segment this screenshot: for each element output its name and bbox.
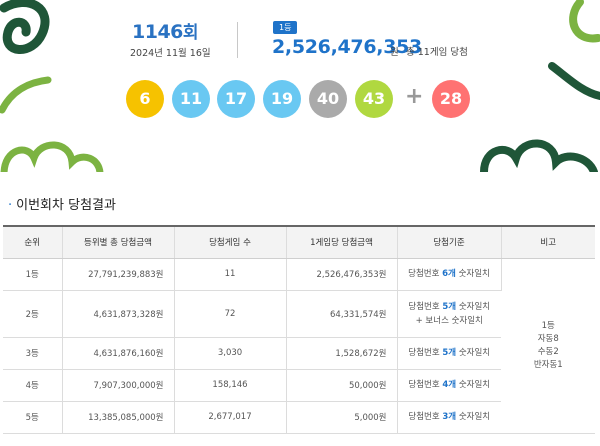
row-rank: 5등 (3, 401, 63, 434)
table-row: 4등 7,907,300,000원 158,146 50,000원 당첨번호 4… (3, 369, 595, 402)
table-row: 1등 27,791,239,883원 11 2,526,476,353원 당첨번… (3, 258, 595, 434)
criteria-suffix: 숫자일치 (456, 412, 491, 422)
criteria-count: 6개 (442, 269, 456, 279)
winning-ball-3: 17 (217, 80, 255, 118)
header-divider (237, 22, 238, 58)
row-per-game: 2,526,476,353원 (286, 258, 398, 291)
criteria-count: 5개 (442, 301, 457, 312)
criteria-suffix: 숫자일치 (456, 348, 491, 358)
row-per-game: 64,331,574원 (286, 290, 398, 338)
first-prize-winners: 총 11게임 당첨 (406, 47, 468, 58)
decor-right-dark-green-cloud-icon (480, 139, 598, 172)
criteria-suffix: 숫자일치 (456, 301, 491, 312)
table-row: 5등 13,385,085,000원 2,677,017 5,000원 당첨번호… (3, 401, 595, 434)
draw-date: 2024년 11월 16일 (130, 48, 211, 59)
row-total: 27,791,239,883원 (62, 258, 175, 291)
row-games: 3,030 (174, 337, 287, 370)
section-title-text: 이번회차 당첨결과 (16, 198, 116, 213)
row-criteria: 당첨번호 6개 숫자일치 (397, 258, 502, 291)
first-prize-unit: 원 (390, 47, 399, 58)
row-per-game: 1,528,672원 (286, 337, 398, 370)
draw-number-suffix: 회 (182, 23, 199, 43)
criteria-count: 5개 (442, 348, 457, 358)
winning-ball-4: 19 (263, 80, 301, 118)
decor-dark-green-swirl-icon (0, 0, 50, 54)
table-header-row: 순위 등위별 총 당첨금액 당첨게임 수 1게임당 당첨금액 당첨기준 비고 (3, 225, 595, 259)
draw-number: 1146회 (132, 18, 199, 43)
note-line: 수동2 (537, 346, 559, 357)
header-per-game-amount: 1게임당 당첨금액 (286, 225, 398, 259)
table-row: 2등 4,631,873,328원 72 64,331,574원 당첨번호 5개… (3, 290, 595, 338)
header-criteria: 당첨기준 (397, 225, 502, 259)
section-bullet-icon: · (8, 198, 13, 213)
bonus-ball: 28 (432, 80, 470, 118)
row-note: 1등 자동8 수동2 반자동1 (501, 258, 595, 434)
note-line: 자동8 (537, 333, 559, 344)
row-per-game: 50,000원 (286, 369, 398, 402)
first-prize-amount: 2,526,476,353 (272, 36, 422, 58)
row-total: 13,385,085,000원 (62, 401, 175, 434)
winning-ball-1: 6 (126, 80, 164, 118)
criteria-suffix: 숫자일치 (456, 380, 491, 390)
row-total: 4,631,873,328원 (62, 290, 175, 338)
row-rank: 2등 (3, 290, 63, 338)
note-line: 반자동1 (533, 359, 563, 370)
row-rank: 3등 (3, 337, 63, 370)
row-criteria: 당첨번호 4개 숫자일치 (397, 369, 501, 402)
row-rank: 1등 (3, 258, 63, 291)
criteria-prefix: 당첨번호 (408, 412, 443, 422)
decor-green-curve-icon (0, 76, 52, 114)
header-game-count: 당첨게임 수 (174, 225, 287, 259)
decor-right-green-loop-icon (569, 0, 600, 43)
criteria-suffix: 숫자일치 (455, 269, 490, 279)
draw-number-value: 1146 (132, 21, 183, 43)
row-rank: 4등 (3, 369, 63, 402)
row-total: 7,907,300,000원 (62, 369, 175, 402)
section-title: · 이번회차 당첨결과 (8, 194, 116, 213)
criteria-prefix: 당첨번호 (408, 301, 443, 312)
row-games: 72 (174, 290, 287, 338)
criteria-prefix: 당첨번호 (408, 348, 443, 358)
criteria-prefix: 당첨번호 (408, 269, 443, 279)
row-per-game: 5,000원 (286, 401, 398, 434)
header-note: 비고 (501, 225, 595, 259)
decor-green-cloud-icon (0, 141, 104, 172)
criteria-prefix: 당첨번호 (408, 380, 443, 390)
table-row: 3등 4,631,876,160원 3,030 1,528,672원 당첨번호 … (3, 337, 595, 370)
decor-right-dark-green-curve-icon (548, 62, 600, 100)
prize-results-table: 순위 등위별 총 당첨금액 당첨게임 수 1게임당 당첨금액 당첨기준 비고 1… (3, 225, 595, 434)
winning-ball-5: 40 (309, 80, 347, 118)
criteria-line-2: + 보너스 숫자일치 (415, 315, 483, 326)
row-games: 2,677,017 (174, 401, 287, 434)
criteria-count: 4개 (442, 380, 457, 390)
criteria-count: 3개 (442, 412, 457, 422)
winning-ball-2: 11 (172, 80, 210, 118)
header-total-amount: 등위별 총 당첨금액 (62, 225, 175, 259)
row-games: 11 (174, 258, 287, 291)
first-prize-badge: 1등 (273, 21, 298, 34)
criteria-line-1: 당첨번호 5개 숫자일치 (398, 300, 502, 314)
header-rank: 순위 (3, 225, 63, 259)
row-total: 4,631,876,160원 (62, 337, 175, 370)
bonus-plus-sign: + (405, 84, 424, 109)
draw-result-banner: 1146회 2024년 11월 16일 1등 2,526,476,353 원 총… (0, 0, 600, 172)
winning-ball-6: 43 (355, 80, 393, 118)
row-criteria: 당첨번호 3개 숫자일치 (397, 401, 501, 434)
note-line: 1등 (541, 320, 555, 331)
row-criteria: 당첨번호 5개 숫자일치 (397, 337, 501, 370)
row-games: 158,146 (174, 369, 287, 402)
row-criteria: 당첨번호 5개 숫자일치 + 보너스 숫자일치 (397, 290, 502, 338)
